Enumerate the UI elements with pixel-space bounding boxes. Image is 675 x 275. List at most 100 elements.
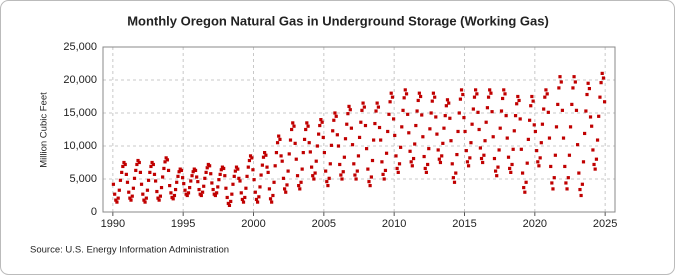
point <box>363 123 368 128</box>
point <box>566 176 570 180</box>
point <box>537 164 541 168</box>
point <box>438 160 443 165</box>
point <box>372 138 376 142</box>
point <box>386 129 390 134</box>
point <box>393 133 397 138</box>
point <box>551 187 555 191</box>
point <box>250 156 254 160</box>
point <box>298 187 302 191</box>
point <box>244 186 248 190</box>
point <box>286 169 290 173</box>
point <box>292 124 296 128</box>
point <box>179 168 184 173</box>
point <box>485 106 490 110</box>
x-tick-label: 2025 <box>593 218 617 230</box>
point <box>183 188 187 192</box>
point <box>561 136 566 140</box>
point <box>282 187 287 191</box>
point <box>168 184 172 188</box>
point <box>532 123 536 127</box>
point <box>525 161 529 165</box>
point <box>578 187 582 192</box>
point <box>236 167 240 171</box>
x-tick-label: 2010 <box>382 218 406 230</box>
point <box>193 168 198 173</box>
point <box>380 160 384 164</box>
point <box>597 114 601 118</box>
point <box>442 126 446 130</box>
point <box>350 143 355 147</box>
point <box>533 129 537 134</box>
point <box>539 141 543 145</box>
point <box>145 188 150 192</box>
point <box>599 81 603 85</box>
point <box>491 135 495 139</box>
point <box>173 187 178 192</box>
point <box>314 159 318 163</box>
point <box>459 88 464 92</box>
point <box>419 94 423 99</box>
point <box>247 158 252 163</box>
point <box>490 110 494 114</box>
point <box>543 95 547 99</box>
point <box>545 92 549 96</box>
point <box>152 172 157 176</box>
point <box>379 138 383 142</box>
chart-title: Monthly Oregon Natural Gas in Undergroun… <box>127 13 549 28</box>
point <box>306 124 310 128</box>
point <box>142 198 146 202</box>
point <box>441 141 445 145</box>
point <box>157 198 161 202</box>
point <box>315 144 319 148</box>
point <box>352 162 356 166</box>
point <box>396 170 400 174</box>
point <box>361 101 365 105</box>
point <box>144 196 148 200</box>
point <box>338 162 342 167</box>
point <box>508 166 512 171</box>
point <box>360 108 364 112</box>
point <box>320 120 324 124</box>
point <box>366 167 370 171</box>
point <box>223 174 227 178</box>
point <box>342 155 346 159</box>
point <box>547 136 552 140</box>
point <box>444 104 448 108</box>
point <box>239 191 243 195</box>
point <box>530 94 534 99</box>
point <box>437 157 441 161</box>
point <box>288 138 293 142</box>
point <box>158 194 162 198</box>
point <box>524 180 528 184</box>
point <box>488 88 492 92</box>
point <box>552 176 556 180</box>
point <box>275 141 280 145</box>
point <box>553 153 557 157</box>
point <box>181 176 185 180</box>
point <box>261 155 266 159</box>
point <box>297 184 301 188</box>
point <box>472 95 477 99</box>
point <box>151 162 155 167</box>
point <box>407 131 411 135</box>
point <box>218 172 222 176</box>
point <box>387 112 391 116</box>
point <box>554 125 559 129</box>
point <box>449 139 453 143</box>
point <box>130 194 134 198</box>
point <box>474 88 478 92</box>
point <box>374 109 378 113</box>
point <box>559 80 563 84</box>
point <box>558 75 562 79</box>
point <box>143 200 147 204</box>
point <box>364 147 369 151</box>
point <box>328 162 332 166</box>
point <box>522 185 526 190</box>
point <box>127 190 131 194</box>
point <box>165 158 170 162</box>
point <box>277 134 281 138</box>
point <box>177 170 181 174</box>
point <box>528 118 532 122</box>
point <box>601 76 606 80</box>
